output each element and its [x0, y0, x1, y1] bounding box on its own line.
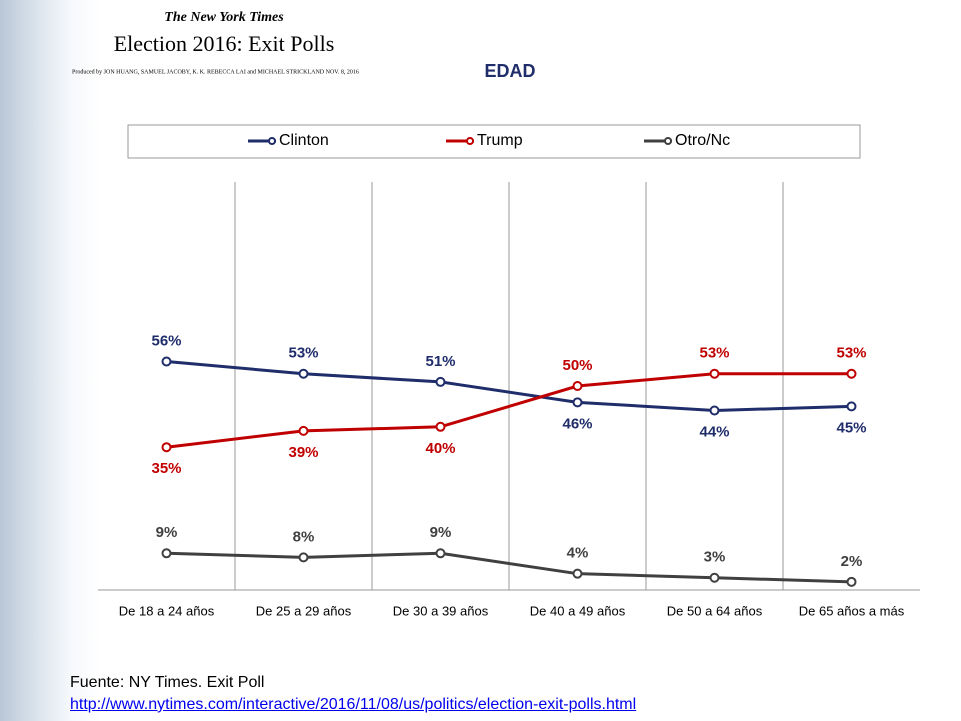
value-label: 35%	[151, 460, 181, 477]
value-label: 46%	[562, 415, 592, 432]
value-label: 51%	[425, 353, 455, 370]
point	[709, 368, 720, 379]
source-text: Fuente: NY Times. Exit Poll	[70, 674, 265, 691]
byline: Produced by JON HUANG, SAMUEL JACOBY, K.…	[72, 69, 359, 75]
value-label: 4%	[567, 545, 589, 562]
value-label: 2%	[841, 553, 863, 570]
point	[572, 568, 583, 579]
value-label: 45%	[836, 419, 866, 436]
point	[846, 368, 857, 379]
series-line	[166, 551, 852, 584]
value-label: 50%	[562, 357, 592, 374]
x-tick-label: De 40 a 49 años	[530, 603, 626, 618]
point	[709, 405, 720, 416]
value-label: 53%	[288, 345, 318, 362]
source-link[interactable]: http://www.nytimes.com/interactive/2016/…	[70, 696, 637, 713]
point	[846, 576, 857, 587]
value-label: 9%	[430, 524, 452, 541]
x-tick-label: De 50 a 64 años	[667, 603, 763, 618]
point	[572, 381, 583, 391]
x-tick-label: De 65 años a más	[799, 603, 905, 618]
point	[298, 368, 309, 379]
point	[572, 397, 583, 408]
value-label: 44%	[699, 423, 729, 440]
point	[161, 548, 172, 559]
value-label: 3%	[704, 549, 726, 566]
value-label: 53%	[836, 345, 866, 362]
point	[846, 401, 857, 412]
masthead: The New York Times	[164, 10, 284, 25]
x-tick-label: De 30 a 39 años	[393, 603, 489, 618]
headline: Election 2016: Exit Polls	[114, 31, 335, 56]
point	[298, 425, 309, 436]
chart-title: EDAD	[484, 61, 535, 81]
point	[709, 572, 720, 583]
legend-marker	[466, 137, 474, 145]
value-label: 8%	[293, 528, 315, 545]
point	[161, 442, 172, 453]
x-tick-label: De 25 a 29 años	[256, 603, 352, 618]
point	[435, 548, 446, 559]
series-line	[166, 372, 852, 449]
legend-label: Trump	[477, 132, 523, 149]
point	[161, 356, 172, 367]
series-line	[166, 360, 852, 412]
value-label: 53%	[699, 345, 729, 362]
value-label: 56%	[151, 332, 181, 349]
legend-label: Clinton	[279, 132, 329, 149]
x-tick-label: De 18 a 24 años	[119, 603, 215, 618]
value-label: 39%	[288, 444, 318, 461]
point	[435, 421, 446, 432]
legend-marker	[268, 137, 276, 145]
value-label: 40%	[425, 440, 455, 457]
point	[435, 376, 446, 387]
point	[298, 552, 309, 563]
value-label: 9%	[156, 524, 178, 541]
legend-label: Otro/Nc	[675, 132, 730, 149]
legend-marker	[664, 137, 672, 145]
